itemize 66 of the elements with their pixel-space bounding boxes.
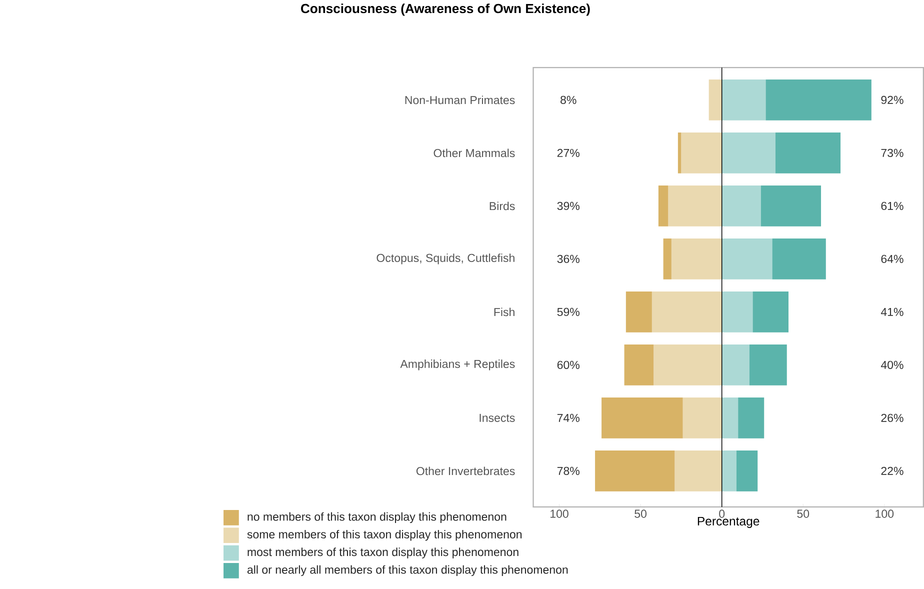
bar bbox=[749, 344, 787, 386]
text: 78% bbox=[557, 466, 580, 475]
bar bbox=[624, 344, 654, 386]
text: 39% bbox=[557, 202, 580, 210]
x-tick-label: 0 bbox=[719, 510, 725, 518]
text: 92% bbox=[881, 96, 904, 104]
bar bbox=[678, 132, 682, 174]
y-tick-label: Octopus, Squids, Cuttlefish bbox=[376, 254, 514, 264]
bar bbox=[736, 450, 758, 492]
bar bbox=[722, 79, 766, 120]
text: 27% bbox=[557, 148, 580, 157]
text: 41% bbox=[880, 308, 904, 316]
bar bbox=[722, 450, 736, 492]
bar bbox=[772, 238, 826, 280]
text: 22% bbox=[881, 466, 904, 475]
text: 59% bbox=[557, 308, 580, 316]
bar bbox=[602, 397, 683, 438]
legend-label: most members of this taxon display this phenomenon bbox=[248, 548, 518, 558]
bar bbox=[722, 344, 750, 386]
y-tick-label: Fish bbox=[494, 308, 514, 316]
bar bbox=[722, 238, 772, 280]
chart-title: Consciousness (Awareness of Own Existence) bbox=[301, 4, 590, 16]
bar bbox=[722, 132, 776, 174]
x-tick-label: 50 bbox=[797, 510, 810, 518]
bar bbox=[663, 238, 672, 280]
legend-label: all or nearly all members of this taxon display this phenomenon bbox=[247, 565, 568, 576]
text: 73% bbox=[881, 148, 904, 157]
bar bbox=[766, 79, 872, 120]
x-tick-label: 100 bbox=[550, 510, 568, 518]
x-axis-title: Percentage bbox=[698, 516, 760, 528]
bar bbox=[722, 185, 761, 226]
bar bbox=[682, 397, 722, 438]
legend-label: some members of this taxon display this phenomenon bbox=[247, 530, 522, 541]
text: 8% bbox=[560, 96, 576, 104]
bar bbox=[668, 185, 722, 226]
x-tick-label: 50 bbox=[634, 510, 646, 518]
bar bbox=[738, 397, 764, 438]
bar bbox=[722, 291, 753, 332]
y-tick-label: Amphibians + Reptiles bbox=[400, 360, 515, 370]
bar bbox=[708, 79, 722, 120]
text: 74% bbox=[557, 414, 580, 422]
bar bbox=[652, 291, 722, 332]
y-tick-label: Other Invertebrates bbox=[416, 466, 515, 476]
legend-label: no members of this taxon display this phenomenon bbox=[248, 512, 506, 523]
text: 64% bbox=[881, 254, 904, 263]
y-tick-label: Non-Human Primates bbox=[405, 96, 515, 104]
text: 36% bbox=[557, 254, 580, 263]
bar bbox=[775, 132, 841, 174]
bar bbox=[752, 291, 788, 332]
bar bbox=[658, 185, 668, 226]
y-tick-label: Other Mammals bbox=[434, 148, 515, 158]
x-tick-label: 100 bbox=[876, 510, 894, 518]
text: 60% bbox=[557, 360, 580, 369]
y-tick-label: Birds bbox=[490, 202, 515, 210]
bar bbox=[671, 238, 722, 280]
y-tick-label: Insects bbox=[480, 414, 515, 422]
text: 26% bbox=[881, 414, 904, 422]
bar bbox=[681, 132, 722, 174]
bar bbox=[595, 450, 675, 492]
bar bbox=[626, 291, 652, 332]
bar bbox=[722, 397, 738, 438]
bar bbox=[760, 185, 822, 226]
bar bbox=[674, 450, 722, 492]
text: 40% bbox=[880, 360, 904, 369]
text: 61% bbox=[881, 202, 904, 210]
bar bbox=[654, 344, 722, 386]
